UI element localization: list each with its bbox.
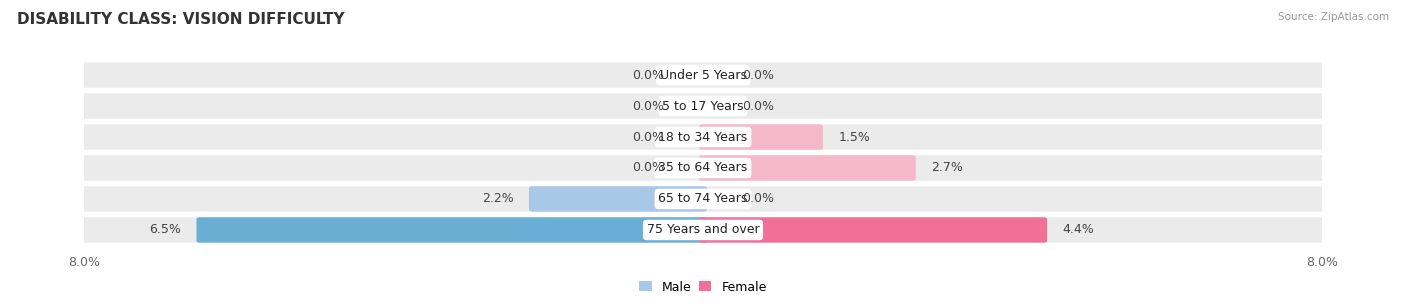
- FancyBboxPatch shape: [80, 93, 1326, 119]
- Text: 1.5%: 1.5%: [838, 131, 870, 144]
- FancyBboxPatch shape: [197, 217, 707, 243]
- Text: 0.0%: 0.0%: [633, 131, 665, 144]
- Text: 65 to 74 Years: 65 to 74 Years: [658, 192, 748, 206]
- FancyBboxPatch shape: [80, 124, 1326, 150]
- Text: 35 to 64 Years: 35 to 64 Years: [658, 161, 748, 174]
- Text: 18 to 34 Years: 18 to 34 Years: [658, 131, 748, 144]
- Text: 2.7%: 2.7%: [931, 161, 963, 174]
- Legend: Male, Female: Male, Female: [634, 275, 772, 299]
- Text: 5 to 17 Years: 5 to 17 Years: [662, 99, 744, 113]
- Text: 6.5%: 6.5%: [149, 224, 181, 236]
- FancyBboxPatch shape: [80, 217, 1326, 243]
- FancyBboxPatch shape: [80, 186, 1326, 212]
- FancyBboxPatch shape: [699, 155, 915, 181]
- FancyBboxPatch shape: [529, 186, 707, 212]
- Text: 75 Years and over: 75 Years and over: [647, 224, 759, 236]
- Text: 0.0%: 0.0%: [633, 69, 665, 81]
- Text: 0.0%: 0.0%: [742, 69, 773, 81]
- Text: DISABILITY CLASS: VISION DIFFICULTY: DISABILITY CLASS: VISION DIFFICULTY: [17, 12, 344, 27]
- Text: 0.0%: 0.0%: [633, 99, 665, 113]
- Text: 0.0%: 0.0%: [742, 99, 773, 113]
- FancyBboxPatch shape: [80, 155, 1326, 181]
- Text: 2.2%: 2.2%: [482, 192, 513, 206]
- Text: 0.0%: 0.0%: [633, 161, 665, 174]
- FancyBboxPatch shape: [699, 124, 823, 150]
- Text: 0.0%: 0.0%: [742, 192, 773, 206]
- FancyBboxPatch shape: [80, 62, 1326, 88]
- Text: 4.4%: 4.4%: [1063, 224, 1094, 236]
- Text: Source: ZipAtlas.com: Source: ZipAtlas.com: [1278, 12, 1389, 22]
- FancyBboxPatch shape: [699, 217, 1047, 243]
- Text: Under 5 Years: Under 5 Years: [659, 69, 747, 81]
